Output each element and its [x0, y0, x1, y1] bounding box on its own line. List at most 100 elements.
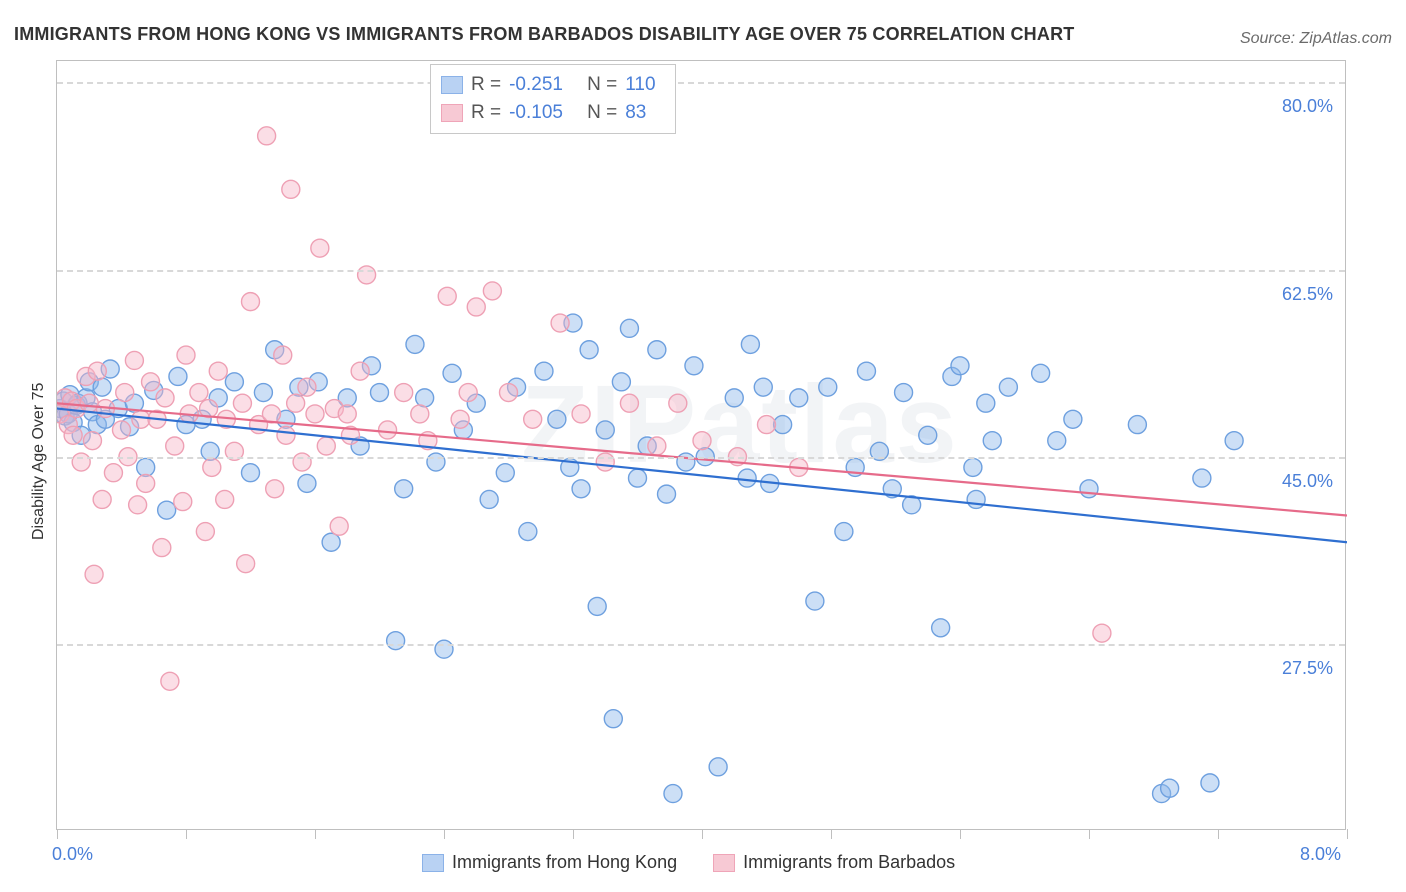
legend-n-value: 110 — [625, 74, 665, 96]
legend-n-label: N = — [587, 102, 617, 124]
scatter-point — [500, 384, 518, 402]
legend-swatch — [441, 104, 463, 122]
x-tick — [1347, 829, 1348, 839]
scatter-point — [1161, 779, 1179, 797]
scatter-point — [496, 464, 514, 482]
scatter-point — [999, 378, 1017, 396]
scatter-point — [535, 362, 553, 380]
scatter-point — [758, 416, 776, 434]
legend-r-value: -0.251 — [509, 74, 579, 96]
scatter-point — [1048, 432, 1066, 450]
legend-n-value: 83 — [625, 102, 665, 124]
scatter-point — [311, 239, 329, 257]
scatter-point — [612, 373, 630, 391]
scatter-point — [298, 474, 316, 492]
scatter-point — [754, 378, 772, 396]
gridline — [57, 457, 1345, 459]
scatter-point — [416, 389, 434, 407]
scatter-point — [451, 410, 469, 428]
scatter-point — [411, 405, 429, 423]
legend-n-label: N = — [587, 74, 617, 96]
scatter-point — [306, 405, 324, 423]
scatter-point — [406, 335, 424, 353]
scatter-point — [116, 384, 134, 402]
scatter-point — [88, 362, 106, 380]
y-tick-label: 45.0% — [1282, 471, 1333, 492]
y-tick-label: 62.5% — [1282, 284, 1333, 305]
scatter-point — [351, 362, 369, 380]
scatter-point — [274, 346, 292, 364]
plot-area: ZIPatlas 27.5%45.0%62.5%80.0% — [56, 60, 1346, 830]
x-tick — [186, 829, 187, 839]
x-tick — [1089, 829, 1090, 839]
scatter-point — [620, 394, 638, 412]
legend-r-label: R = — [471, 74, 501, 96]
x-tick — [57, 829, 58, 839]
scatter-point — [664, 785, 682, 803]
scatter-point — [806, 592, 824, 610]
scatter-point — [242, 293, 260, 311]
scatter-point — [93, 378, 111, 396]
scatter-point — [395, 384, 413, 402]
y-tick-label: 27.5% — [1282, 658, 1333, 679]
scatter-point — [596, 421, 614, 439]
scatter-point — [964, 458, 982, 476]
scatter-point — [203, 458, 221, 476]
scatter-point — [132, 410, 150, 428]
scatter-point — [648, 437, 666, 455]
scatter-point — [919, 426, 937, 444]
scatter-point — [738, 469, 756, 487]
scatter-point — [790, 389, 808, 407]
scatter-point — [298, 378, 316, 396]
scatter-point — [1201, 774, 1219, 792]
scatter-point — [459, 384, 477, 402]
x-tick — [702, 829, 703, 839]
scatter-point — [572, 480, 590, 498]
bottom-legend-item: Immigrants from Barbados — [713, 852, 955, 873]
scatter-point — [1128, 416, 1146, 434]
legend-swatch — [441, 76, 463, 94]
scatter-point — [977, 394, 995, 412]
scatter-point — [1080, 480, 1098, 498]
x-tick-label-right: 8.0% — [1300, 844, 1341, 865]
scatter-point — [287, 394, 305, 412]
scatter-point — [669, 394, 687, 412]
scatter-point — [572, 405, 590, 423]
y-axis-label: Disability Age Over 75 — [30, 383, 48, 540]
legend-swatch — [713, 854, 735, 872]
bottom-legend: Immigrants from Hong Kong Immigrants from… — [422, 852, 955, 873]
legend-swatch — [422, 854, 444, 872]
scatter-point — [225, 373, 243, 391]
scatter-point — [693, 432, 711, 450]
scatter-point — [588, 597, 606, 615]
scatter-point — [1225, 432, 1243, 450]
y-tick-label: 80.0% — [1282, 96, 1333, 117]
scatter-point — [161, 672, 179, 690]
scatter-point — [480, 490, 498, 508]
source-label: Source: ZipAtlas.com — [1240, 30, 1392, 48]
scatter-point — [658, 485, 676, 503]
legend-row: R = -0.251 N = 110 — [441, 71, 665, 99]
scatter-point — [196, 523, 214, 541]
scatter-point — [93, 490, 111, 508]
scatter-point — [338, 405, 356, 423]
x-tick — [1218, 829, 1219, 839]
bottom-legend-item: Immigrants from Hong Kong — [422, 852, 677, 873]
gridline — [57, 82, 1345, 84]
scatter-point — [395, 480, 413, 498]
scatter-point — [137, 458, 155, 476]
scatter-point — [142, 373, 160, 391]
scatter-point — [932, 619, 950, 637]
bottom-legend-label: Immigrants from Hong Kong — [452, 852, 677, 873]
gridline — [57, 644, 1345, 646]
scatter-point — [725, 389, 743, 407]
scatter-point — [648, 341, 666, 359]
legend-r-label: R = — [471, 102, 501, 124]
scatter-point — [371, 384, 389, 402]
scatter-point — [80, 394, 98, 412]
scatter-point — [190, 384, 208, 402]
scatter-point — [104, 464, 122, 482]
scatter-point — [277, 426, 295, 444]
scatter-point — [895, 384, 913, 402]
scatter-point — [741, 335, 759, 353]
